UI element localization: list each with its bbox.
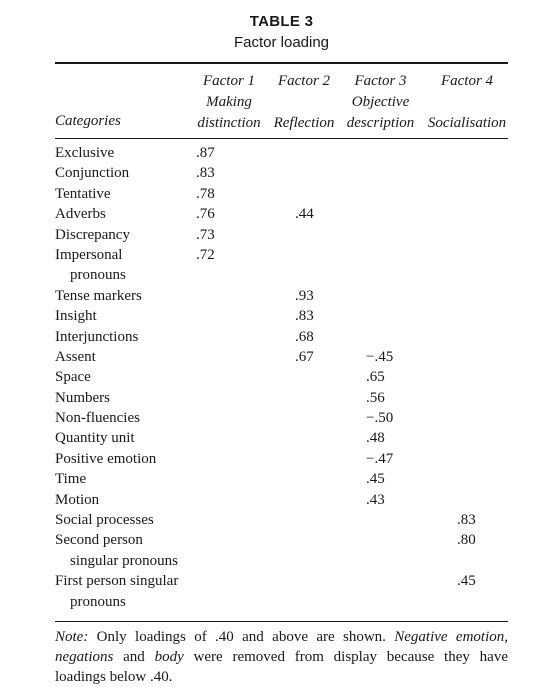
table-row: Assent .67 −.45 [0,349,550,369]
category-cell: Conjunction [55,165,130,182]
loading-cell-factor3: −.45 [366,348,394,365]
table-row: Tentative .78 [0,186,550,206]
table-row: First person singular .45 [0,573,550,593]
table-row: Quantity unit .48 [0,430,550,450]
category-cell: Motion [55,491,100,508]
header-factor2: Factor 2 Reflection [270,71,338,134]
loading-cell-factor2: .44 [295,206,314,223]
loading-cell-factor1: .76 [196,206,215,223]
header-factor1-line1: Factor 1 [202,73,256,89]
category-cell: Non-fluencies [55,410,140,427]
table-row: pronouns [0,267,550,287]
loading-cell-factor2: .68 [295,328,314,345]
loading-cell-factor3: −.50 [366,410,394,427]
header-categories: Categories [55,113,121,129]
table-row: Space .65 [0,369,550,389]
loading-cell-factor2: .83 [295,308,314,325]
table-note: Note: Only loadings of .40 and above are… [55,627,508,687]
header-factor4-line1: Factor 4 [440,73,494,89]
header-factor2-line1: Factor 2 [277,73,331,89]
category-cell: Discrepancy [55,226,130,243]
category-cell: First person singular [55,573,179,590]
table-row: pronouns [0,594,550,614]
header-factor1-line3: distinction [197,115,261,131]
note-em-body: body [154,649,184,665]
table-row: singular pronouns [0,553,550,573]
category-cell: Adverbs [55,206,106,223]
header-rule [55,138,508,139]
loading-cell-factor3: .43 [366,491,385,508]
loading-cell-factor2: .67 [295,348,314,365]
loading-cell-factor4: .83 [457,512,476,529]
table-body: Exclusive .87 Conjunction .83 Tentative .78 Ad… [0,145,550,614]
loading-cell-factor1: .78 [196,185,215,202]
bottom-rule [55,621,508,622]
category-cell: Insight [55,308,97,325]
header-factor1: Factor 1 Making distinction [196,71,262,134]
table-row: Discrepancy .73 [0,227,550,247]
note-label: Note: [55,629,89,645]
loading-cell-factor1: .73 [196,226,215,243]
header-factor3-line2: Objective [351,94,410,110]
header-factor2-line2: Reflection [273,115,335,131]
loading-cell-factor3: .56 [366,389,385,406]
table-row: Impersonal .72 [0,247,550,267]
table-row: Conjunction .83 [0,165,550,185]
table-title: Factor loading [233,34,330,51]
note-text-4: were removed from display because they h… [55,649,508,685]
loading-cell-factor4: .80 [457,532,476,549]
note-em-negative-emotion: Negative emotion [394,629,505,645]
note-em-negations: negations [55,649,114,665]
note-text-1: Only loadings of .40 and above are shown… [88,629,395,645]
table-row: Exclusive .87 [0,145,550,165]
loading-cell-factor1: .87 [196,145,215,161]
category-cell: pronouns [70,267,126,284]
category-cell: Quantity unit [55,430,135,447]
table-row: Numbers .56 [0,390,550,410]
category-cell: Impersonal [55,246,123,263]
category-cell: pronouns [70,593,126,610]
table-row: Adverbs .76 .44 [0,206,550,226]
header-factor3: Factor 3 Objective description [343,71,418,134]
category-cell: Interjunctions [55,328,139,345]
note-text-3: and [113,649,155,665]
loading-cell-factor3: .65 [366,369,385,386]
loading-cell-factor1: .72 [196,246,215,263]
category-cell: Second person [55,532,143,549]
category-cell: Numbers [55,389,110,406]
category-cell: singular pronouns [70,552,178,569]
top-rule [55,62,508,64]
category-cell: Social processes [55,512,154,529]
header-factor3-line1: Factor 3 [354,73,407,89]
category-cell: Positive emotion [55,450,157,467]
loading-cell-factor3: .48 [366,430,385,447]
table-row: Time .45 [0,471,550,491]
header-factor4-line2: Socialisation [427,115,507,131]
table-row: Interjunctions .68 [0,329,550,349]
table-row: Positive emotion −.47 [0,451,550,471]
note-text-2: , [504,629,509,645]
category-cell: Tense markers [55,287,142,304]
category-cell: Assent [55,348,96,365]
header-factor1-line2: Making [206,94,252,110]
table-row: Tense markers .93 [0,288,550,308]
table-row: Insight .83 [0,308,550,328]
loading-cell-factor2: .93 [295,287,314,304]
category-cell: Exclusive [55,145,115,161]
header-factor4: Factor 4 Socialisation [423,71,511,134]
loading-cell-factor3: −.47 [366,450,394,467]
category-cell: Space [55,369,91,386]
table-row: Motion .43 [0,492,550,512]
loading-cell-factor1: .83 [196,165,215,182]
table-row: Non-fluencies −.50 [0,410,550,430]
loading-cell-factor3: .45 [366,471,385,488]
table-row: Second person .80 [0,532,550,552]
loading-cell-factor4: .45 [457,573,476,590]
category-cell: Tentative [55,185,111,202]
category-cell: Time [55,471,87,488]
table-label: TABLE 3 [249,13,314,30]
header-factor3-line3: description [346,115,415,131]
table-row: Social processes .83 [0,512,550,532]
